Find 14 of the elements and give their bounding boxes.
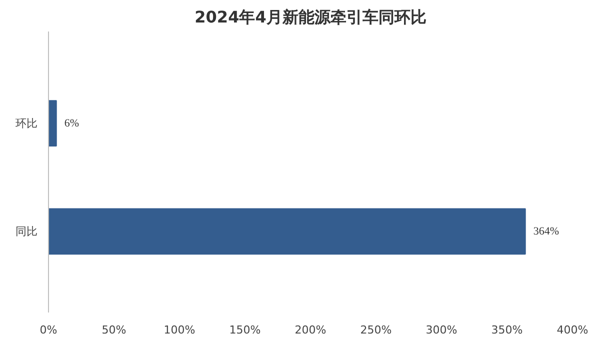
x-tick-label: 400% [556,324,588,336]
chart-title: 2024年4月新能源牵引车同环比 [194,8,426,26]
y-tick-label: 环比 [16,116,38,130]
x-tick-label: 300% [426,324,458,336]
x-tick-label: 100% [164,324,196,336]
x-tick-label: 200% [294,324,326,336]
x-tick-label: 150% [229,324,261,336]
x-tick-label: 350% [491,324,523,336]
data-label: 364% [533,225,560,238]
x-tick-label: 0% [40,324,58,336]
data-label: 6% [64,117,80,130]
y-tick-label: 同比 [16,224,38,238]
x-tick-label: 250% [360,324,392,336]
x-tick-label: 50% [102,324,126,336]
